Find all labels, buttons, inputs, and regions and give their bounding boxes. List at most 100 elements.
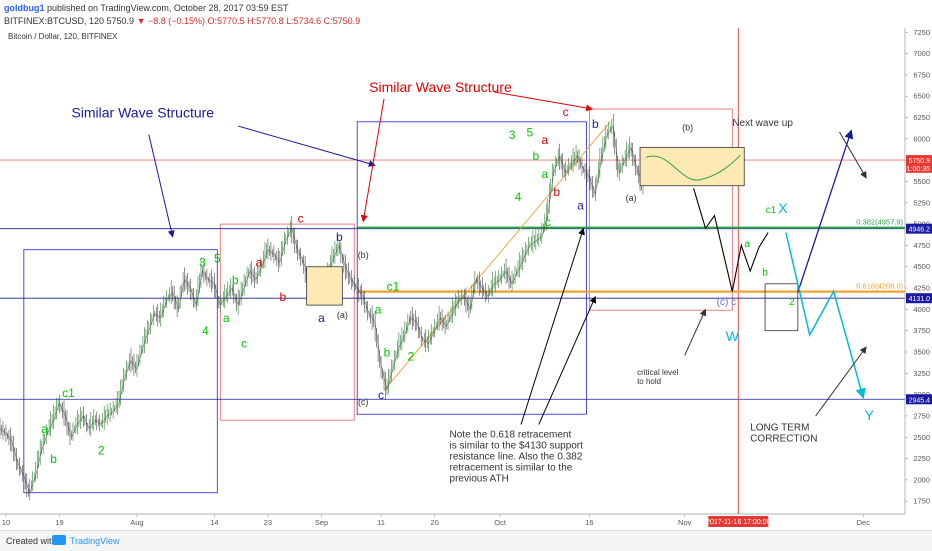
wave-label: b <box>50 452 57 466</box>
annotation-arrow <box>238 125 376 167</box>
wave-label: 2 <box>98 443 105 457</box>
chart-title: Bitcoin / Dollar, 120, BITFINEX <box>8 32 118 41</box>
price-axis-panel <box>905 28 932 530</box>
y-tick-label: 4000 <box>913 305 930 314</box>
text-annotation: Next wave up <box>732 118 793 129</box>
wave-structure-box <box>23 249 218 494</box>
wave-label: a <box>541 167 548 181</box>
date-tag <box>708 516 769 527</box>
y-tick-label: 6250 <box>913 113 930 122</box>
date-tag-label: 2017-11-16 17:00:00 <box>706 519 771 526</box>
wave-label: a <box>375 303 382 317</box>
wave-label: b <box>336 230 343 244</box>
consolidation-box <box>306 266 343 306</box>
wave-label: (a) <box>337 310 348 320</box>
created-with-text: Created with <box>6 536 57 546</box>
y-tick-label: 4500 <box>913 262 930 271</box>
chart-header: goldbug1 published on TradingView.com, O… <box>0 0 932 44</box>
wave-label: b <box>279 290 286 304</box>
wave-label: (c) <box>358 397 369 407</box>
price-change: ▼ −8.8 (−0.15%) <box>136 16 206 26</box>
price-tag <box>906 394 932 405</box>
wave-label: 5 <box>527 125 534 139</box>
wave-label: 2 <box>789 297 795 308</box>
x-tick-label: Sep <box>315 518 328 527</box>
wave-label: a <box>223 311 230 325</box>
wave-structure-box <box>588 108 733 311</box>
wave-label: a <box>318 311 325 325</box>
wave-label: W <box>726 328 740 344</box>
footer-bar: Created with TradingView <box>0 530 932 551</box>
wave-label: b <box>592 117 599 131</box>
y-tick-label: 2000 <box>913 475 930 484</box>
wave-label: X <box>778 200 788 216</box>
annotation-arrow <box>494 91 594 112</box>
wave-label: b <box>232 273 239 287</box>
wave-label: c <box>241 337 247 351</box>
wave-label: (b) <box>682 122 693 132</box>
annotation-arrow <box>815 346 867 417</box>
projection-path-cyan <box>785 232 866 400</box>
wave-label: a <box>744 239 750 250</box>
annotation-arrow <box>839 131 867 179</box>
tradingview-brand[interactable]: TradingView <box>70 536 120 546</box>
publish-text: published on TradingView.com, October 28… <box>47 3 289 13</box>
wave-label: (a) <box>626 193 637 203</box>
wave-label: a <box>577 199 584 213</box>
wave-label: b <box>533 149 540 163</box>
x-tick-label: 11 <box>377 518 385 527</box>
y-tick-label: 5250 <box>913 198 930 207</box>
wave-label: b <box>762 267 768 278</box>
wave-label: a <box>256 256 263 270</box>
projection-arrow-blue <box>797 129 854 293</box>
fib-level-label: 0.382(4957.9) <box>856 218 903 227</box>
annotation-arrow <box>520 227 585 425</box>
y-tick-label: 6500 <box>913 92 930 101</box>
price-tag <box>906 162 932 173</box>
annotation-arrow <box>360 98 385 223</box>
price-tag-label: 4946.2 <box>909 227 931 234</box>
symbol-label: BITFINEX:BTCUSD, 120 5750.9 <box>4 16 135 26</box>
annotation-arrow <box>538 295 597 425</box>
y-tick-label: 2250 <box>913 454 930 463</box>
text-annotation: critical level to hold <box>637 368 679 386</box>
author-link[interactable]: goldbug1 <box>4 3 45 13</box>
y-tick-label: 3500 <box>913 348 930 357</box>
x-tick-label: Oct <box>494 518 507 527</box>
projection-curve <box>645 155 741 181</box>
wave-label: c1 <box>387 280 400 294</box>
annotation-arrow <box>684 308 707 356</box>
y-tick-label: 4750 <box>913 241 930 250</box>
wave-label: 5 <box>214 251 221 265</box>
wave-structure-box <box>356 121 587 415</box>
tradingview-logo-icon[interactable] <box>52 535 66 545</box>
price-tag-label: 01:00:35 <box>903 166 930 173</box>
text-annotation: Similar Wave Structure <box>369 79 512 95</box>
y-tick-label: 2500 <box>913 433 930 442</box>
x-tick-label: 10 <box>2 518 10 527</box>
wave-label: c <box>563 105 569 119</box>
wave-label: b <box>553 185 560 199</box>
price-tag-label: 4131.0 <box>909 296 931 303</box>
wave-structure-box <box>219 223 355 421</box>
price-tag <box>906 293 932 304</box>
publish-line: goldbug1 published on TradingView.com, O… <box>4 3 289 13</box>
y-tick-label: 4250 <box>913 284 930 293</box>
wave-label: c <box>378 388 384 402</box>
price-tag <box>906 223 932 234</box>
y-tick-label: 1750 <box>913 497 930 506</box>
y-tick-label: 6750 <box>913 70 930 79</box>
x-tick-label: Aug <box>130 518 143 527</box>
wave-label: Y <box>865 407 875 423</box>
wave-label: a <box>41 422 48 436</box>
x-tick-label: 19 <box>55 518 63 527</box>
x-tick-label: 16 <box>585 518 593 527</box>
wave-label: 3 <box>199 256 206 270</box>
y-tick-label: 6000 <box>913 134 930 143</box>
wave-label: c1 <box>766 205 777 216</box>
y-tick-label: 2750 <box>913 411 930 420</box>
x-tick-label: 23 <box>264 518 272 527</box>
wave-label: c1 <box>62 386 75 400</box>
consolidation-box <box>764 283 799 332</box>
